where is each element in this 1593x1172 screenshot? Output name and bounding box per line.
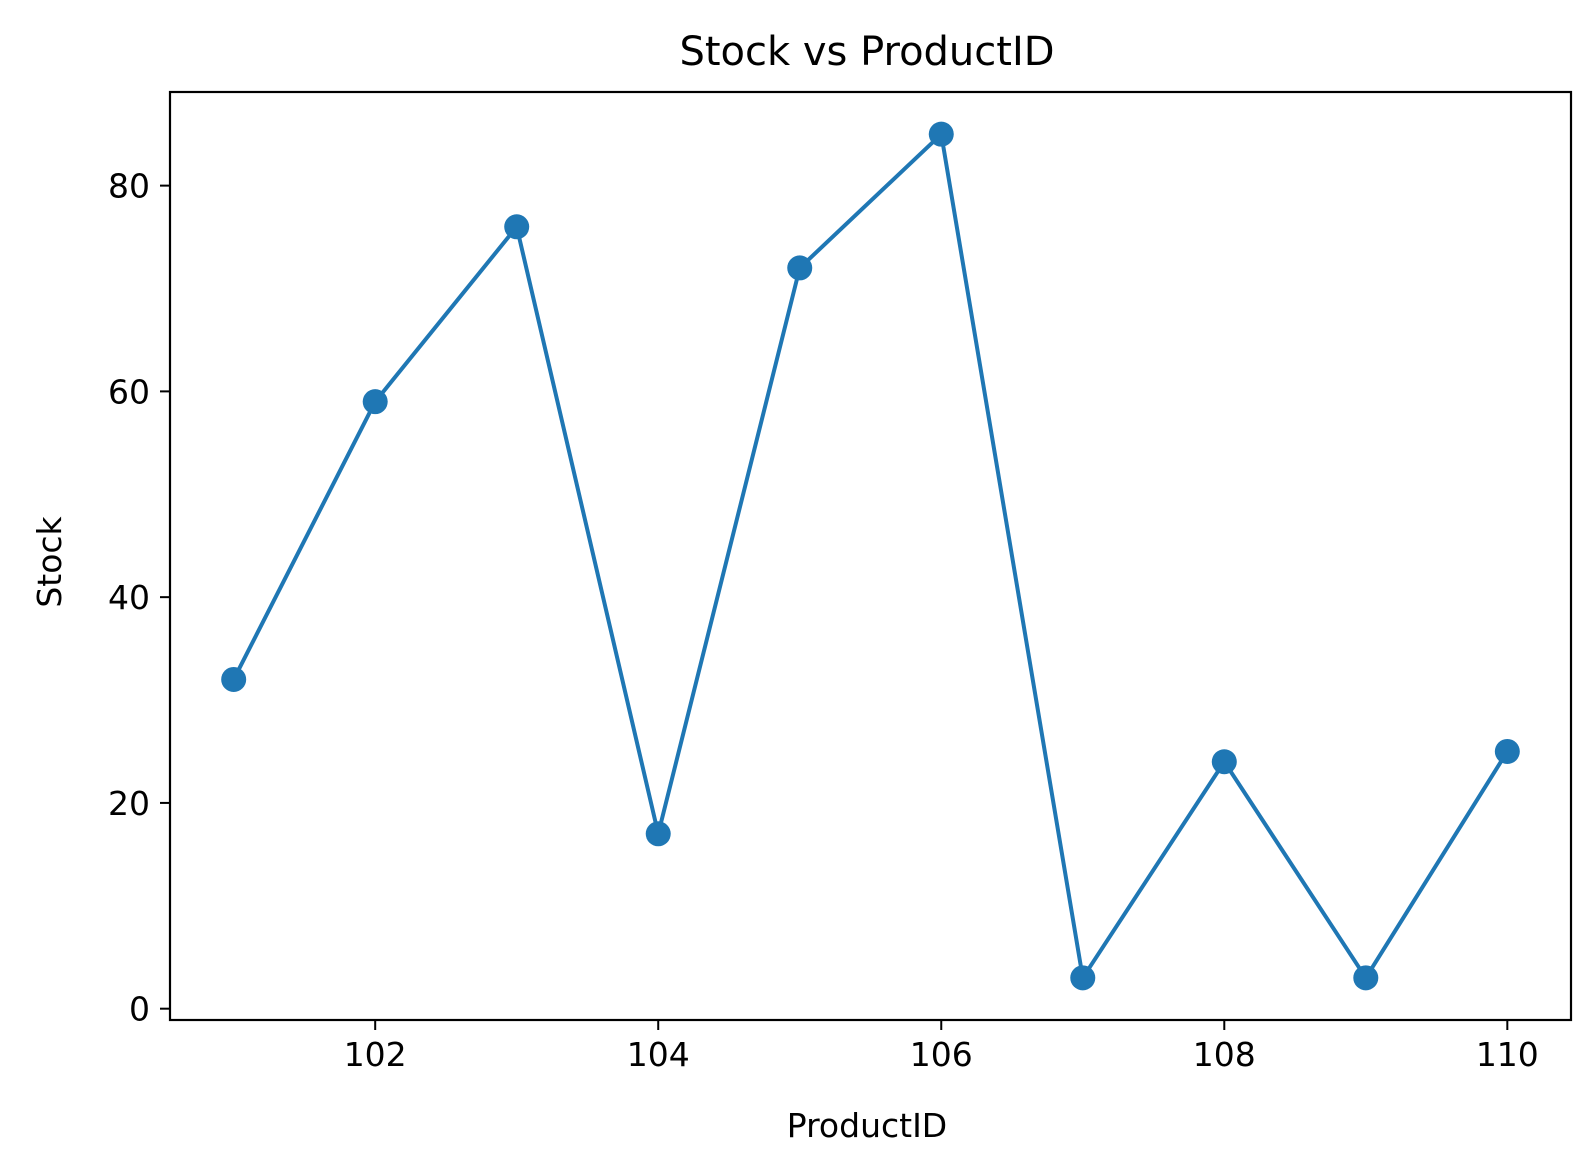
y-tick-label: 0 [129, 990, 150, 1029]
data-point [645, 821, 671, 847]
data-point [928, 121, 954, 147]
data-point [1353, 965, 1379, 991]
y-tick-label: 20 [108, 784, 150, 823]
x-tick-label: 110 [1476, 1035, 1539, 1074]
data-point [1211, 749, 1237, 775]
plot-frame [168, 90, 1573, 1022]
x-tick-label: 104 [627, 1035, 690, 1074]
plot-area: 102 104 106 108 110 0 20 40 60 80 [108, 90, 1573, 1074]
x-tick-label: 106 [910, 1035, 973, 1074]
data-point [1070, 965, 1096, 991]
x-tick-label: 108 [1193, 1035, 1256, 1074]
y-tick-label: 60 [108, 372, 150, 411]
x-axis-label: ProductID [787, 1106, 947, 1145]
y-axis-label: Stock [30, 515, 69, 607]
chart-title: Stock vs ProductID [679, 29, 1054, 75]
y-tick-label: 40 [108, 578, 150, 617]
data-point [504, 214, 530, 240]
y-tick-label: 80 [108, 167, 150, 206]
data-point [362, 389, 388, 415]
data-point [221, 666, 247, 692]
data-point [787, 255, 813, 281]
x-tick-label: 102 [344, 1035, 407, 1074]
data-point [1494, 738, 1520, 764]
series-line [231, 132, 1510, 980]
